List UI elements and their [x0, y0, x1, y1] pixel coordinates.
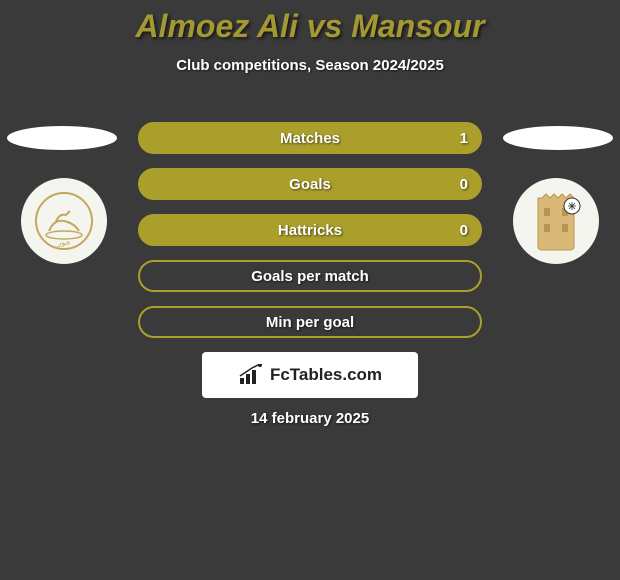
- stats-container: Matches 1 Goals 0 Hattricks 0 Goals per match M…: [138, 122, 482, 352]
- stat-row: Goals 0: [138, 168, 482, 200]
- stat-label: Goals per match: [251, 268, 369, 285]
- page-title: Almoez Ali vs Mansour: [0, 0, 620, 45]
- player-ellipse-right: [503, 126, 613, 150]
- stat-label: Min per goal: [266, 314, 354, 331]
- logo-text: FcTables.com: [270, 365, 382, 385]
- fctables-logo[interactable]: FcTables.com: [202, 352, 418, 398]
- page-subtitle: Club competitions, Season 2024/2025: [0, 57, 620, 74]
- stat-value-right: 0: [460, 222, 468, 239]
- stat-label: Hattricks: [278, 222, 342, 239]
- stat-row: Goals per match: [138, 260, 482, 292]
- stat-label: Goals: [289, 176, 331, 193]
- player-ellipse-left: [7, 126, 117, 150]
- stat-row: Min per goal: [138, 306, 482, 338]
- stat-value-right: 1: [460, 130, 468, 147]
- stat-value-right: 0: [460, 176, 468, 193]
- svg-text:خور: خور: [57, 238, 71, 247]
- date-text: 14 february 2025: [0, 410, 620, 427]
- club-badge-left: خور: [21, 178, 107, 264]
- stat-row: Matches 1: [138, 122, 482, 154]
- club-badge-right: [513, 178, 599, 264]
- stat-row: Hattricks 0: [138, 214, 482, 246]
- stat-label: Matches: [280, 130, 340, 147]
- chart-icon: [238, 364, 264, 386]
- club-icon-right: [528, 188, 584, 254]
- club-icon-left: خور: [34, 191, 94, 251]
